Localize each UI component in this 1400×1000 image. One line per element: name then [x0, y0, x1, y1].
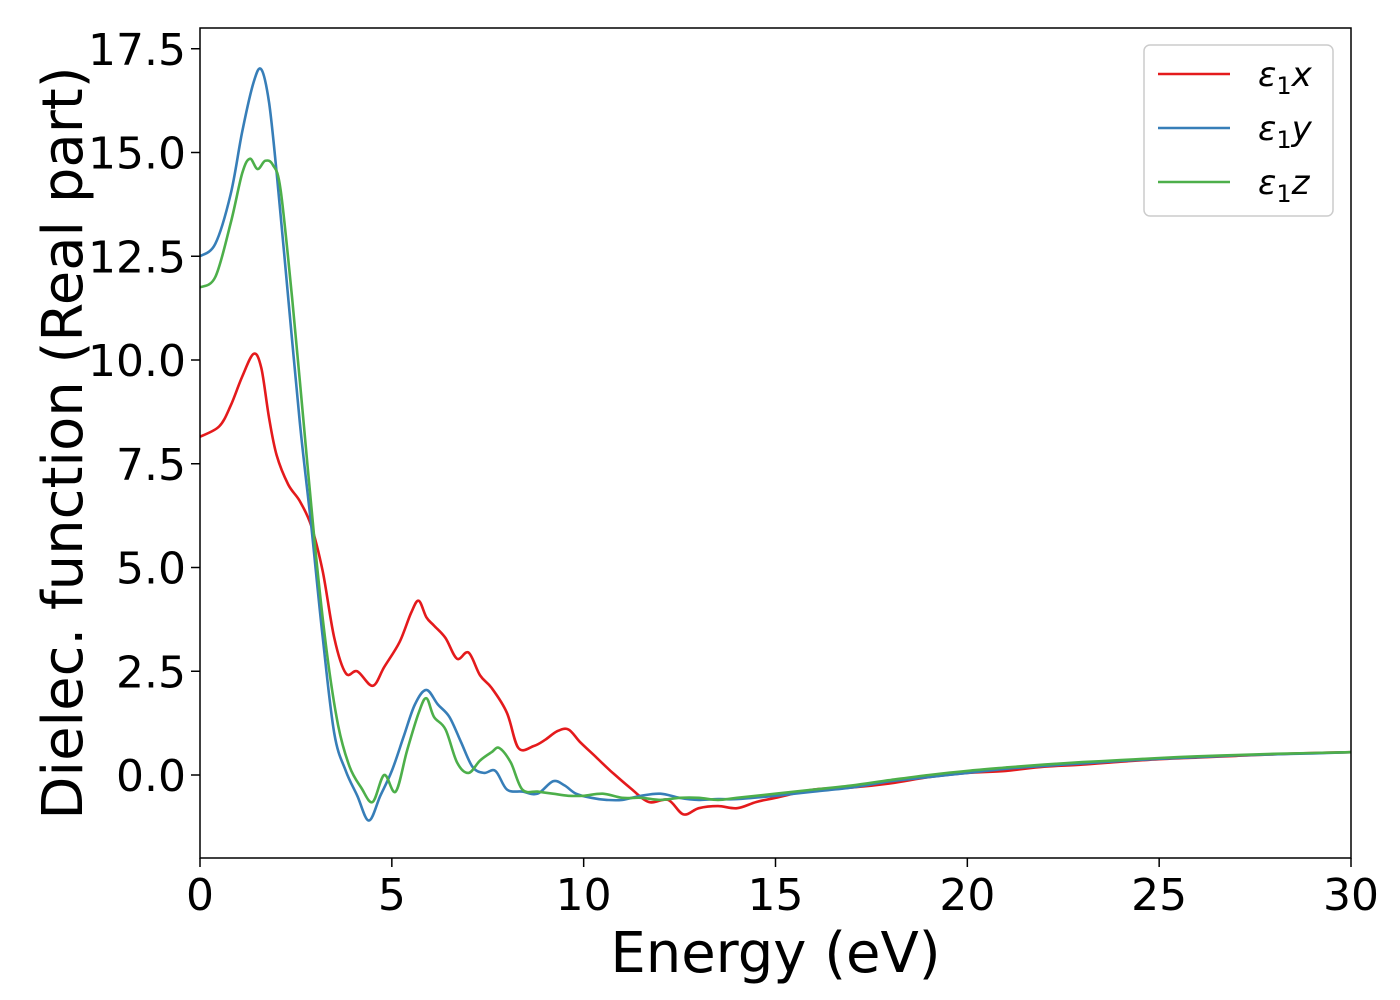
x-tick-label: 25: [1131, 870, 1187, 921]
y-tick-label: 12.5: [88, 232, 186, 283]
y-tick-label: 5.0: [116, 544, 186, 595]
legend-box: [1143, 44, 1334, 217]
x-tick-label: 5: [378, 870, 406, 921]
x-tick-label: 30: [1323, 870, 1379, 921]
series-line-z: [200, 157, 1351, 804]
y-axis-label: Dielec. function (Real part): [31, 66, 96, 819]
series-line-y: [200, 67, 1351, 822]
y-tick-label: 17.5: [88, 25, 186, 76]
legend: ε1x ε1y ε1z: [1143, 44, 1334, 217]
y-tick-label: 15.0: [88, 129, 186, 180]
series-layer: [200, 67, 1351, 822]
legend-label-z: ε1z: [1258, 163, 1311, 208]
y-tick-label: 2.5: [116, 647, 186, 698]
ticks-layer: 0 5 10 15 20 25 30 0.0 2.5 5.0 7.5 10.0 12.5 15.0 17.5: [88, 25, 1379, 921]
legend-label-x: ε1x: [1258, 55, 1313, 100]
x-tick-label: 15: [748, 870, 804, 921]
x-tick-label: 10: [556, 870, 612, 921]
x-tick-label: 20: [939, 870, 995, 921]
y-tick-label: 10.0: [88, 336, 186, 387]
y-tick-label: 0.0: [116, 751, 186, 802]
x-axis-label: Energy (eV): [610, 921, 940, 986]
legend-label-y: ε1y: [1258, 109, 1313, 154]
y-tick-label: 7.5: [116, 440, 186, 491]
x-tick-label: 0: [186, 870, 214, 921]
